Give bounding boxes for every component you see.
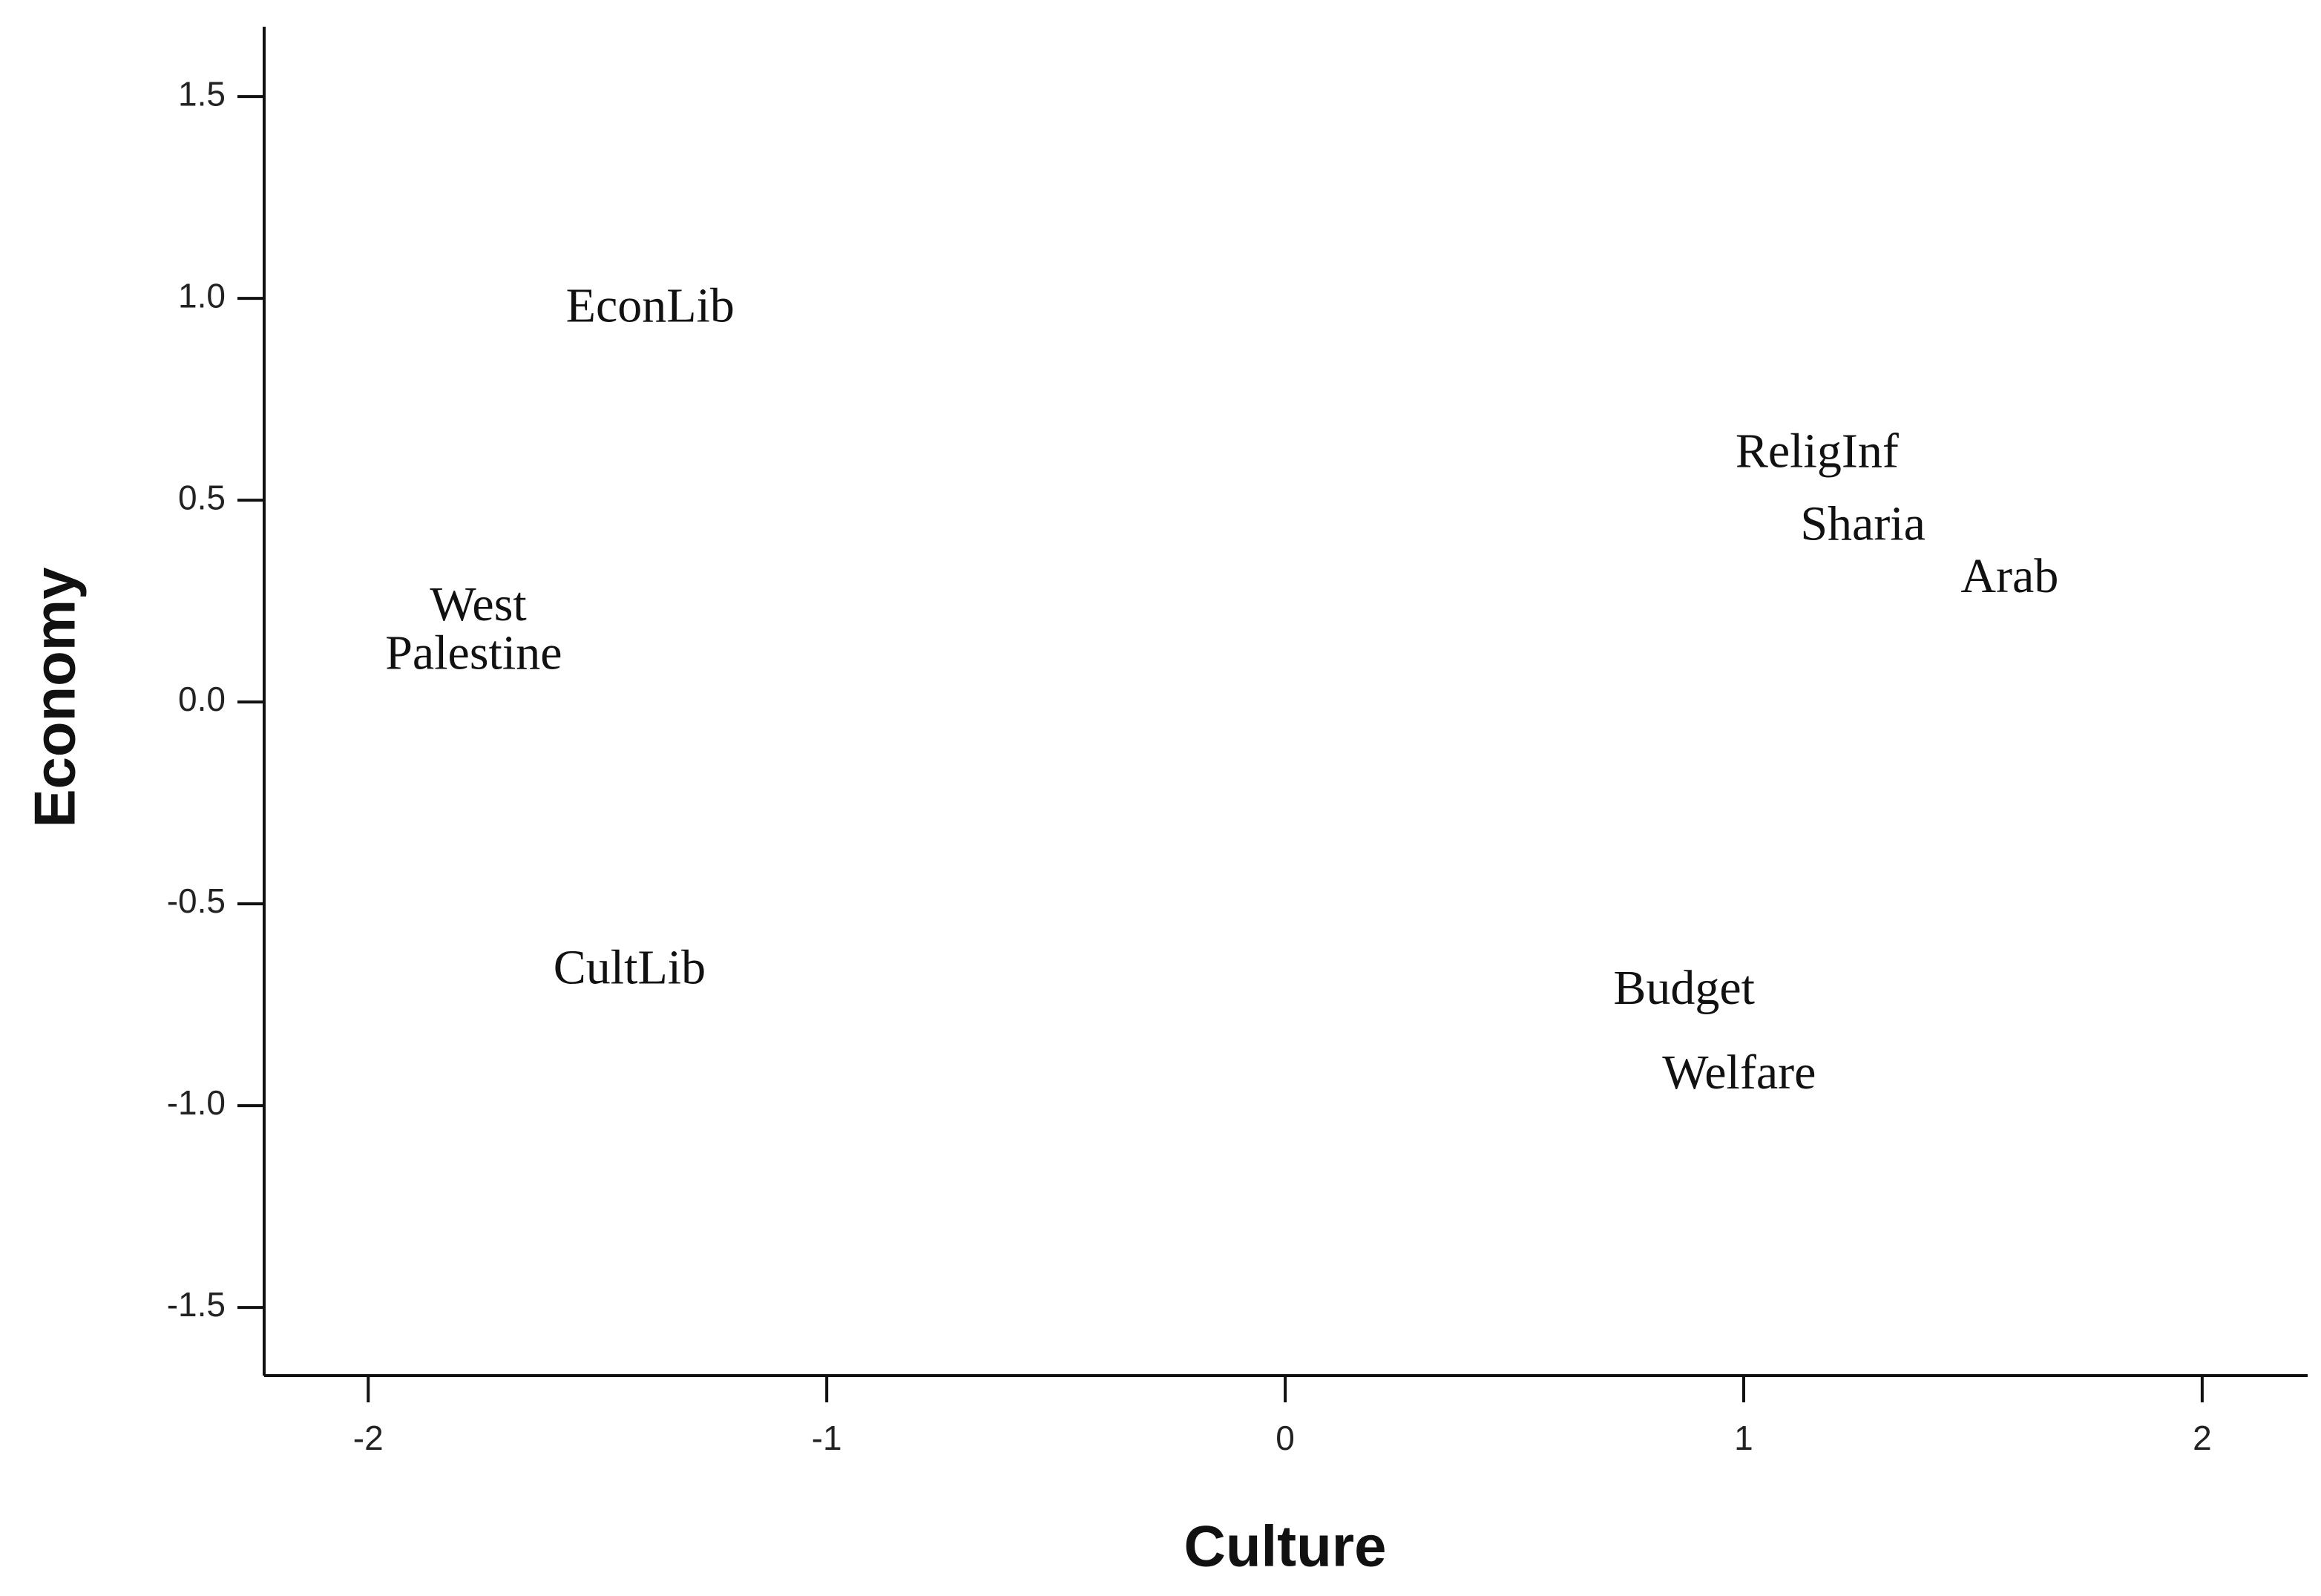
y-axis-title: Economy — [22, 567, 88, 827]
point-label: ReligInf — [1736, 424, 1899, 478]
y-tick-label: 1.0 — [178, 276, 226, 315]
x-tick-label: 2 — [2193, 1419, 2212, 1457]
point-label: EconLib — [566, 279, 735, 333]
x-tick-label: 0 — [1276, 1419, 1295, 1457]
point-label: Welfare — [1662, 1045, 1816, 1100]
y-tick-label: 0.0 — [178, 680, 226, 718]
point-label: Palestine — [385, 625, 562, 680]
y-tick-label: -1.0 — [167, 1083, 226, 1122]
x-tick-label: -1 — [812, 1419, 842, 1457]
y-tick-label: 0.5 — [178, 478, 226, 516]
x-axis-title: Culture — [1184, 1514, 1387, 1579]
point-label: West — [430, 577, 526, 631]
y-tick-label: 1.5 — [178, 74, 226, 113]
y-tick-label: -1.5 — [167, 1285, 226, 1324]
point-label: Arab — [1960, 549, 2058, 603]
x-tick-label: -2 — [353, 1419, 384, 1457]
x-tick-label: 1 — [1734, 1419, 1753, 1457]
point-label: CultLib — [554, 941, 706, 995]
point-label: Budget — [1613, 961, 1755, 1015]
point-label: Sharia — [1800, 496, 1926, 551]
y-tick-label: -0.5 — [167, 881, 226, 920]
